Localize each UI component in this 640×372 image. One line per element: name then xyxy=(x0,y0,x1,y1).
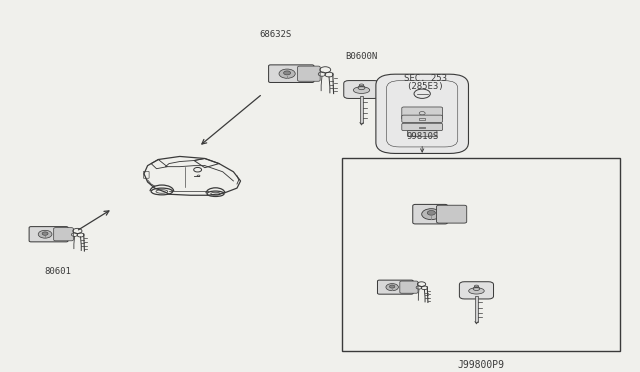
FancyBboxPatch shape xyxy=(460,282,493,299)
FancyBboxPatch shape xyxy=(376,74,468,154)
FancyBboxPatch shape xyxy=(402,123,442,131)
FancyBboxPatch shape xyxy=(269,65,314,83)
Ellipse shape xyxy=(468,288,484,294)
Text: (285E3): (285E3) xyxy=(406,82,444,91)
Text: B0600N: B0600N xyxy=(346,52,378,61)
Circle shape xyxy=(279,69,295,78)
Ellipse shape xyxy=(353,87,370,93)
FancyBboxPatch shape xyxy=(400,281,418,293)
FancyBboxPatch shape xyxy=(402,107,442,119)
Circle shape xyxy=(38,230,52,238)
Circle shape xyxy=(390,285,395,288)
FancyBboxPatch shape xyxy=(298,66,320,81)
Text: 68632S: 68632S xyxy=(259,30,291,39)
Circle shape xyxy=(386,283,398,291)
FancyBboxPatch shape xyxy=(436,205,467,223)
Circle shape xyxy=(42,232,48,235)
Circle shape xyxy=(422,209,441,219)
Bar xyxy=(475,296,478,322)
Bar xyxy=(419,126,425,128)
Circle shape xyxy=(428,211,435,215)
Text: SEC. 253: SEC. 253 xyxy=(404,74,447,83)
FancyBboxPatch shape xyxy=(402,115,442,122)
FancyBboxPatch shape xyxy=(29,227,68,242)
Text: J99800P9: J99800P9 xyxy=(458,360,505,370)
Bar xyxy=(342,158,620,351)
Circle shape xyxy=(284,71,291,75)
FancyBboxPatch shape xyxy=(344,81,380,99)
FancyBboxPatch shape xyxy=(378,280,413,294)
Bar xyxy=(360,96,363,123)
Text: 80601: 80601 xyxy=(45,267,72,276)
Bar xyxy=(419,119,425,121)
FancyBboxPatch shape xyxy=(54,228,74,241)
FancyBboxPatch shape xyxy=(413,204,447,224)
Text: 99810S: 99810S xyxy=(406,132,438,141)
FancyBboxPatch shape xyxy=(407,131,437,137)
